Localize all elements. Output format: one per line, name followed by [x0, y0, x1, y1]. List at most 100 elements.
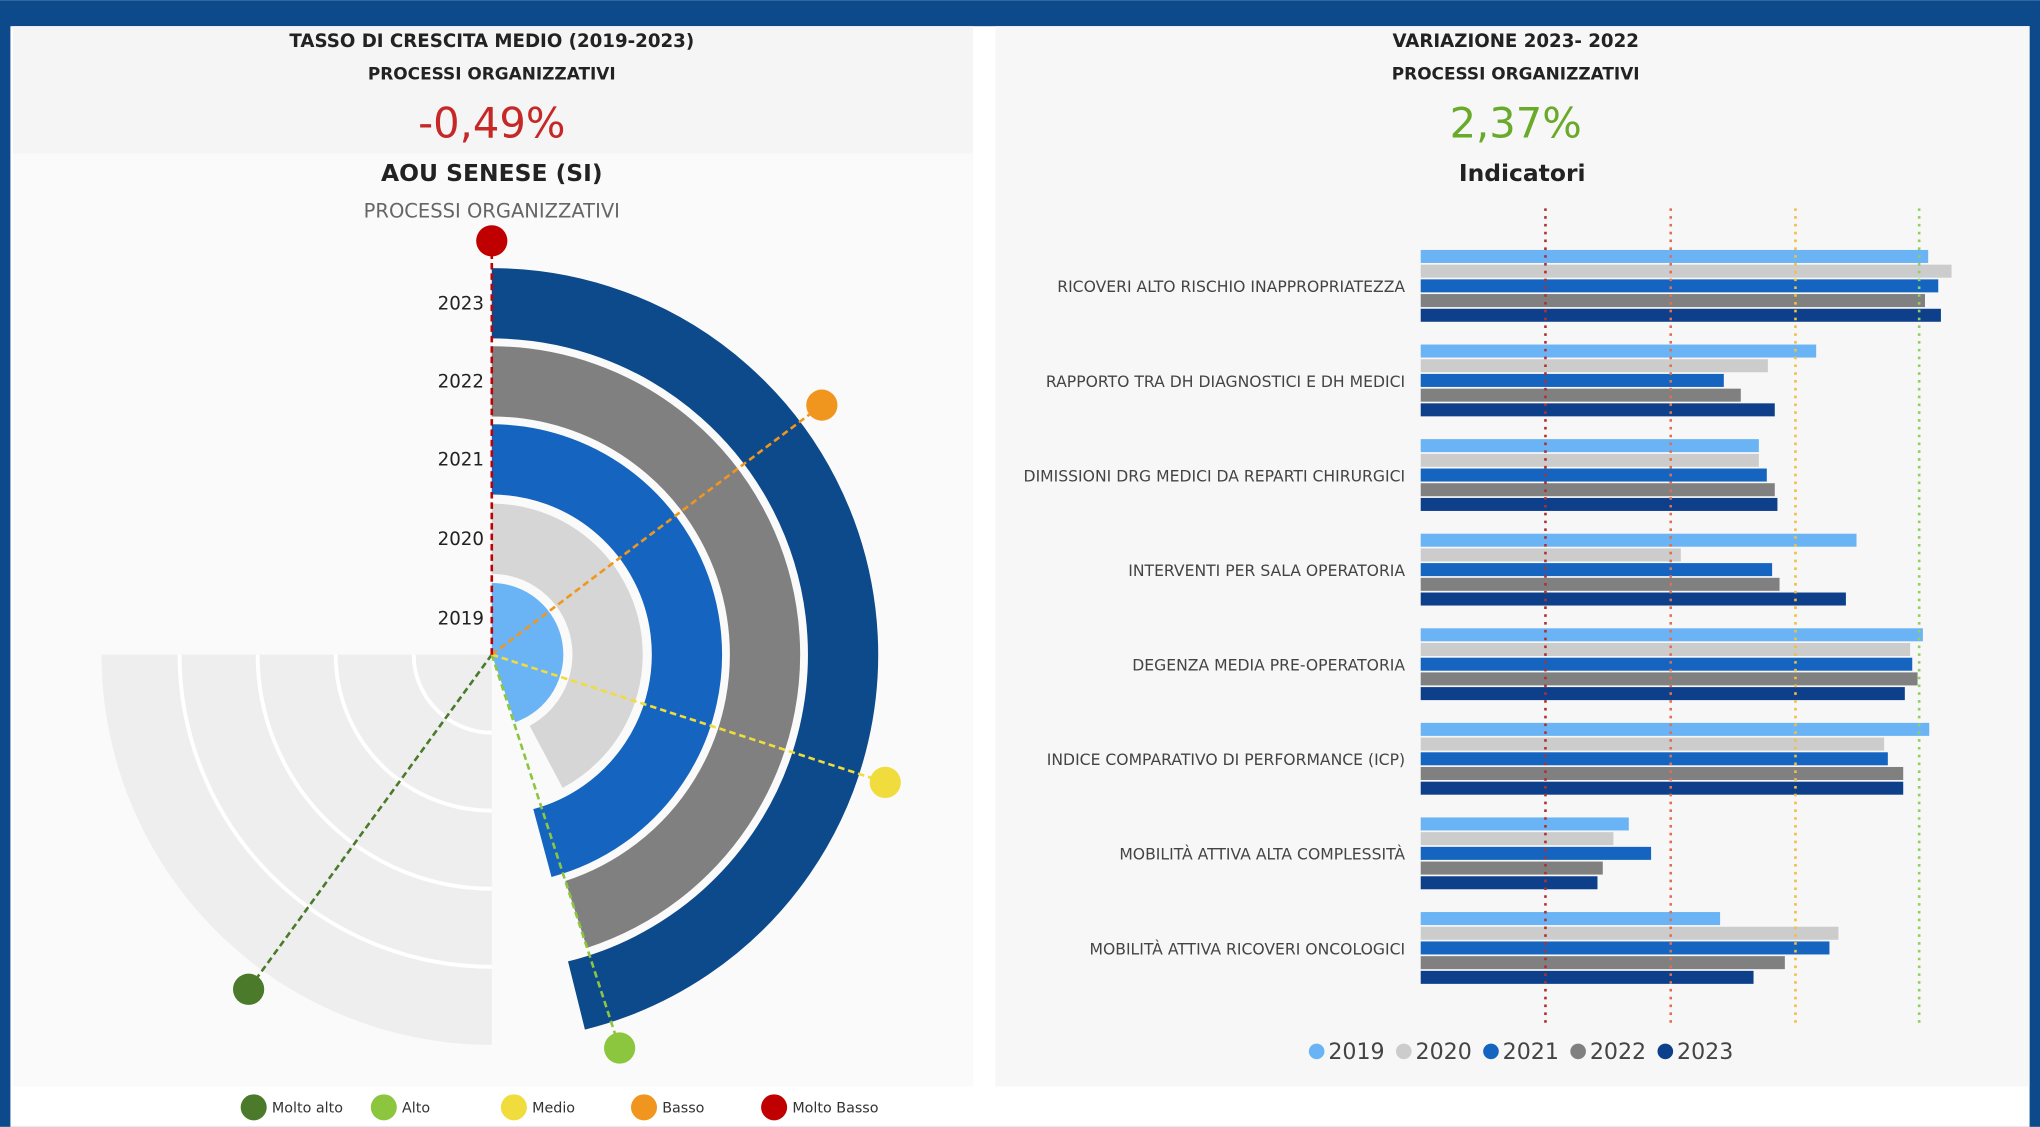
bar — [1420, 483, 1775, 497]
chart-subtitle: PROCESSI ORGANIZZATIVI — [364, 200, 620, 223]
gauge-quadrant — [101, 654, 492, 1045]
bar — [1420, 642, 1911, 657]
threshold-line — [247, 653, 493, 991]
bar — [1420, 657, 1913, 671]
bar — [1420, 373, 1724, 387]
threshold-pin — [604, 1032, 636, 1064]
bar — [1420, 956, 1785, 970]
legend-label: Alto — [402, 1101, 430, 1117]
threshold-pin — [869, 766, 901, 799]
bar — [1420, 439, 1759, 453]
legend-swatch — [1657, 1043, 1674, 1060]
bar — [1420, 752, 1888, 766]
legend-label: Molto Basso — [792, 1101, 878, 1117]
category-label: INTERVENTI PER SALA OPERATORIA — [1128, 562, 1405, 580]
bar — [1420, 592, 1846, 606]
bar — [1420, 403, 1775, 417]
legend-label: Basso — [662, 1101, 704, 1117]
legend-label: 2021 — [1503, 1039, 1559, 1065]
legend-label: Medio — [532, 1101, 575, 1117]
legend-swatch — [500, 1094, 527, 1121]
category-label: RAPPORTO TRA DH DIAGNOSTICI E DH MEDICI — [1046, 373, 1405, 391]
bar — [1420, 912, 1721, 926]
bar — [1420, 563, 1773, 577]
legend-label: Molto alto — [272, 1101, 343, 1117]
bar — [1420, 817, 1629, 831]
bar — [1420, 279, 1939, 293]
panel-title: TASSO DI CRESCITA MEDIO (2019-2023) — [289, 31, 694, 52]
panel-subtitle: PROCESSI ORGANIZZATIVI — [1392, 63, 1640, 83]
legend-swatch — [1570, 1043, 1586, 1060]
category-label: RICOVERI ALTO RISCHIO INAPPROPRIATEZZA — [1057, 278, 1405, 296]
year-label: 2021 — [438, 450, 484, 471]
legend-swatch — [370, 1094, 397, 1121]
radial-bar — [489, 583, 564, 723]
bar — [1420, 846, 1652, 860]
bar — [1420, 861, 1603, 875]
category-label: DIMISSIONI DRG MEDICI DA REPARTI CHIRURG… — [1024, 467, 1406, 485]
legend-label: 2020 — [1416, 1039, 1472, 1065]
threshold-line — [491, 404, 823, 656]
bar — [1420, 941, 1830, 955]
legend-swatch — [630, 1094, 658, 1121]
bar — [1420, 308, 1941, 322]
bar — [1420, 497, 1778, 511]
bar — [1420, 577, 1780, 591]
category-label: INDICE COMPARATIVO DI PERFORMANCE (ICP) — [1047, 751, 1405, 769]
bar — [1420, 672, 1918, 686]
chart-title: Indicatori — [1459, 159, 1586, 187]
threshold-line — [490, 654, 621, 1049]
category-label: MOBILITÀ ATTIVA ALTA COMPLESSITÀ — [1119, 845, 1405, 864]
bar — [1420, 249, 1929, 263]
bar — [1420, 453, 1759, 467]
radial-bar — [490, 503, 643, 788]
bar — [1420, 533, 1857, 547]
kpi-value: 2,37% — [1450, 98, 1582, 147]
category-label: DEGENZA MEDIA PRE-OPERATORIA — [1132, 657, 1405, 675]
radial-bar — [491, 268, 879, 1030]
kpi-value: -0,49% — [418, 98, 565, 147]
bar — [1420, 359, 1768, 373]
bar — [1420, 926, 1839, 940]
bar — [1420, 970, 1754, 984]
gauge-background — [101, 654, 492, 1045]
legend-swatch — [1308, 1043, 1325, 1060]
threshold-line — [491, 653, 886, 784]
legend-label: 2023 — [1677, 1039, 1733, 1065]
legend-swatch — [1483, 1043, 1499, 1060]
threshold-pin — [806, 389, 838, 421]
bar — [1420, 832, 1614, 846]
bar — [1420, 766, 1904, 780]
year-label: 2019 — [438, 608, 484, 629]
threshold-pin — [476, 225, 508, 257]
bar — [1420, 548, 1681, 562]
bar — [1420, 876, 1598, 890]
category-label: MOBILITÀ ATTIVA RICOVERI ONCOLOGICI — [1089, 939, 1405, 958]
legend-label: 2019 — [1328, 1039, 1384, 1065]
bar — [1420, 468, 1767, 482]
bar — [1420, 687, 1905, 701]
year-label: 2020 — [438, 529, 484, 550]
year-label: 2023 — [438, 294, 484, 315]
left-header-bg — [13, 26, 974, 154]
bar — [1420, 388, 1741, 402]
radial-bar — [491, 346, 801, 948]
year-label: 2022 — [438, 372, 484, 393]
bar — [1420, 294, 1925, 308]
panel-subtitle: PROCESSI ORGANIZZATIVI — [368, 63, 616, 83]
legend-swatch — [761, 1094, 788, 1121]
panel-title: VARIAZIONE 2023- 2022 — [1392, 31, 1639, 52]
gauge-rings — [177, 654, 492, 969]
radial-bar — [491, 424, 723, 877]
bar — [1420, 344, 1817, 358]
bar — [1420, 737, 1885, 751]
legend-label: 2022 — [1590, 1039, 1646, 1065]
legend-swatch — [240, 1094, 267, 1121]
bar — [1420, 264, 1952, 278]
bar — [1420, 722, 1930, 736]
chart-title: AOU SENESE (SI) — [381, 159, 603, 187]
legend-swatch — [1395, 1043, 1412, 1060]
threshold-pin — [232, 973, 265, 1005]
